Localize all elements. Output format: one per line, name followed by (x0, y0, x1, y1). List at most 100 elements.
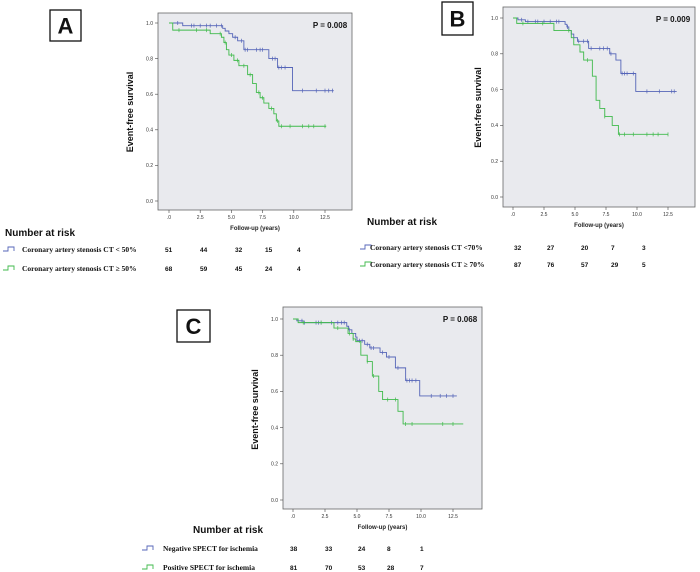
y-tick-label: 0.6 (271, 389, 278, 395)
y-tick-label: 0.4 (146, 128, 153, 134)
at-risk-count: 70 (325, 565, 333, 572)
y-tick-label: 0.6 (146, 92, 153, 98)
x-tick-label: 5.0 (228, 215, 235, 221)
survival-curve-green (513, 17, 668, 135)
number-at-risk-title: Number at risk (367, 217, 437, 228)
plot-area (502, 6, 696, 208)
y-axis-label: Event-free survival (125, 72, 135, 153)
at-risk-count: 59 (200, 266, 208, 273)
x-tick-label: 10.0 (289, 215, 299, 221)
panel-label: A (58, 14, 74, 39)
risk-group-label: Coronary artery stenosis CT < 50% (22, 245, 137, 254)
at-risk-count: 15 (265, 247, 273, 254)
plot-area (157, 12, 353, 211)
x-tick-label: 10.0 (416, 514, 426, 520)
at-risk-count: 20 (581, 245, 589, 252)
panel-c: C 0.0 0.2 0.4 0.6 0.8 1.0 .0 2.5 5.0 7.5 10.0 12.5 Fo… (142, 306, 483, 572)
legend-line-blue-icon (3, 246, 15, 252)
survival-curve-blue (293, 318, 457, 397)
x-tick-label: 7.5 (386, 514, 393, 520)
panel-label: B (450, 7, 466, 32)
x-tick-label: 2.5 (197, 215, 204, 221)
at-risk-count: 53 (358, 565, 366, 572)
y-tick-label: 0.0 (491, 195, 498, 201)
y-tick-label: 0.2 (271, 462, 278, 468)
at-risk-count: 4 (297, 266, 301, 273)
x-tick-label: 12.5 (448, 514, 458, 520)
at-risk-count: 24 (265, 266, 273, 273)
y-tick-label: 0.2 (491, 159, 498, 165)
at-risk-count: 29 (611, 262, 619, 269)
at-risk-count: 44 (200, 247, 208, 254)
x-tick-label: 12.5 (320, 215, 330, 221)
at-risk-count: 7 (611, 245, 615, 252)
legend-line-green-icon (3, 265, 15, 271)
at-risk-count: 8 (387, 546, 391, 553)
x-tick-label: 12.5 (663, 212, 673, 218)
at-risk-count: 68 (165, 266, 173, 273)
at-risk-count: 3 (642, 245, 646, 252)
p-value: P = 0.068 (443, 315, 478, 324)
survival-curve-blue (513, 17, 677, 92)
x-tick-label: .0 (167, 215, 171, 221)
at-risk-count: 27 (547, 245, 555, 252)
at-risk-count: 32 (514, 245, 522, 252)
at-risk-count: 76 (547, 262, 555, 269)
y-tick-label: 0.8 (271, 353, 278, 359)
panel-label-box (49, 9, 82, 42)
legend-line-green-icon (360, 261, 372, 267)
risk-group-label: Coronary artery stenosis CT <70% (370, 243, 483, 252)
at-risk-count: 4 (297, 247, 301, 254)
legend-line-green-icon (142, 564, 154, 570)
p-value: P = 0.009 (656, 15, 691, 24)
at-risk-count: 87 (514, 262, 522, 269)
at-risk-count: 81 (290, 565, 298, 572)
x-tick-label: 10.0 (632, 212, 642, 218)
at-risk-count: 45 (235, 266, 243, 273)
x-tick-label: .0 (511, 212, 515, 218)
at-risk-count: 5 (642, 262, 646, 269)
y-tick-label: 1.0 (491, 16, 498, 22)
panel-label-box (441, 1, 474, 36)
x-tick-label: .0 (291, 514, 295, 520)
x-tick-label: 5.0 (572, 212, 579, 218)
x-axis-label: Follow-up (years) (230, 226, 280, 232)
x-tick-label: 7.5 (259, 215, 266, 221)
number-at-risk-title: Number at risk (193, 525, 263, 536)
at-risk-count: 51 (165, 247, 173, 254)
y-axis-label: Event-free survival (250, 369, 260, 450)
risk-group-label: Coronary artery stenosis CT ≥ 50% (22, 264, 136, 273)
panel-label: C (186, 314, 202, 339)
at-risk-count: 57 (581, 262, 589, 269)
x-tick-label: 5.0 (354, 514, 361, 520)
x-tick-label: 7.5 (603, 212, 610, 218)
legend-line-blue-icon (360, 244, 372, 250)
survival-curve-green (169, 22, 327, 127)
y-tick-label: 0.0 (271, 498, 278, 504)
at-risk-count: 7 (420, 565, 424, 572)
at-risk-count: 32 (235, 247, 243, 254)
x-axis-label: Follow-up (years) (358, 525, 408, 531)
y-tick-label: 0.6 (491, 87, 498, 93)
p-value: P = 0.008 (313, 21, 348, 30)
y-tick-label: 0.2 (146, 163, 153, 169)
number-at-risk-title: Number at risk (5, 228, 75, 239)
y-tick-label: 0.4 (271, 425, 278, 431)
plot-area (282, 306, 483, 510)
panel-a: A 0.0 0.2 0.4 0.6 0.8 1.0 .0 2.5 5.0 7.5 10.0 12.5 Fo… (3, 9, 353, 273)
legend-line-blue-icon (142, 545, 154, 551)
at-risk-count: 28 (387, 565, 395, 572)
y-tick-label: 0.4 (491, 123, 498, 129)
y-axis-label: Event-free survival (473, 67, 483, 148)
panel-b: B 0.0 0.2 0.4 0.6 0.8 1.0 .0 2.5 5.0 7.5 10.0 12.5 Fo… (360, 1, 696, 269)
x-tick-label: 2.5 (541, 212, 548, 218)
y-tick-label: 0.8 (491, 52, 498, 58)
x-tick-label: 2.5 (322, 514, 329, 520)
panel-label-box (176, 309, 211, 343)
risk-group-label: Coronary artery stenosis CT ≥ 70% (370, 260, 484, 269)
x-axis-label: Follow-up (years) (574, 223, 624, 229)
at-risk-count: 38 (290, 546, 298, 553)
y-tick-label: 1.0 (271, 317, 278, 323)
at-risk-count: 33 (325, 546, 333, 553)
